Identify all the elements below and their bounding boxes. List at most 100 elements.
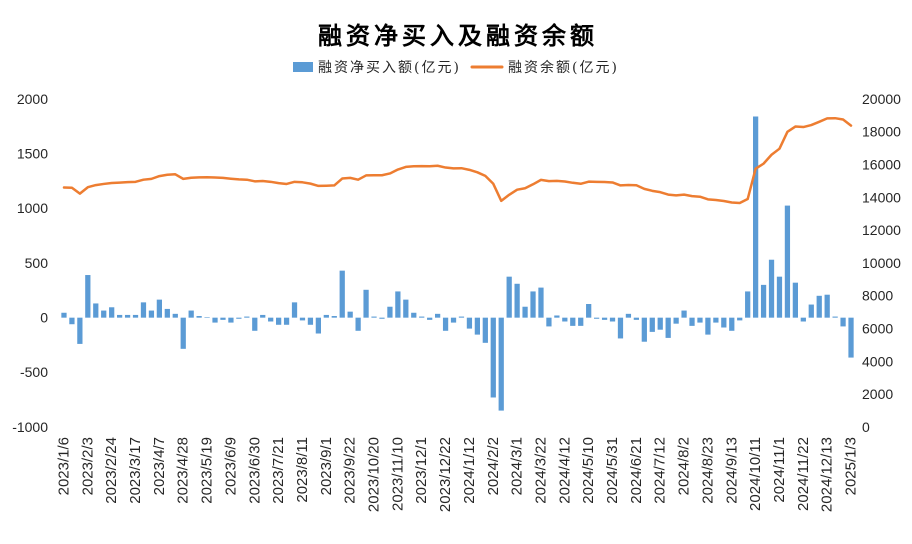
net-buy-bar <box>689 317 695 326</box>
net-buy-bar <box>466 317 473 329</box>
right-axis-tick-label: 10000 <box>862 255 901 271</box>
net-buy-bar <box>538 287 544 318</box>
x-axis-tick-label: 2024/9/13 <box>723 437 740 504</box>
net-buy-bar <box>363 289 369 318</box>
right-axis-tick-label: 4000 <box>862 353 893 369</box>
net-buy-bar <box>554 315 560 318</box>
x-axis-tick-label: 2023/12/22 <box>437 437 454 512</box>
net-buy-bar <box>124 314 131 318</box>
net-buy-bar <box>315 317 321 334</box>
right-axis-tick-label: 12000 <box>862 222 901 238</box>
net-buy-bar <box>339 270 345 318</box>
net-buy-bar <box>840 317 846 327</box>
x-axis-tick-label: 2024/8/23 <box>699 437 716 504</box>
net-buy-bar <box>586 304 592 318</box>
net-buy-bar <box>522 306 528 318</box>
right-axis-tick-label: 0 <box>862 419 870 435</box>
right-axis-tick-label: 6000 <box>862 321 893 337</box>
net-buy-bars <box>61 116 854 411</box>
net-buy-bar <box>721 317 727 328</box>
x-axis-tick-label: 2023/9/1 <box>318 437 335 495</box>
net-buy-bar <box>85 275 91 318</box>
net-buy-bar <box>753 116 759 318</box>
net-buy-bar <box>673 317 679 324</box>
net-buy-bar <box>800 317 806 322</box>
net-buy-bar <box>649 317 655 332</box>
legend-swatch-net-buy <box>293 62 313 72</box>
x-axis-tick-label: 2023/1/6 <box>55 437 72 495</box>
x-axis-tick-label: 2024/5/31 <box>604 437 621 504</box>
net-buy-bar <box>347 311 353 318</box>
net-buy-bar <box>61 312 67 318</box>
legend-label-net-buy: 融资净买入额(亿元) <box>318 60 461 76</box>
net-buy-bar <box>458 316 465 318</box>
x-axis-tick-label: 2023/6/9 <box>222 437 239 495</box>
x-axis-tick-label: 2024/8/2 <box>676 437 693 495</box>
right-axis-tick-label: 14000 <box>862 189 901 205</box>
right-axis-tick-label: 16000 <box>862 157 901 173</box>
net-buy-bar <box>283 317 290 325</box>
net-buy-bar <box>276 317 282 325</box>
net-buy-bar <box>824 294 830 318</box>
net-buy-bar <box>633 317 639 320</box>
net-buy-bar <box>93 303 99 318</box>
x-axis-tick-label: 2025/1/3 <box>843 437 860 495</box>
net-buy-bar <box>117 314 123 318</box>
left-axis-tick-label: -500 <box>20 364 48 380</box>
net-buy-bar <box>594 317 600 319</box>
net-buy-bar <box>379 317 385 319</box>
right-axis-tick-label: 2000 <box>862 386 893 402</box>
net-buy-bar <box>236 317 242 319</box>
net-buy-bar <box>403 299 409 318</box>
net-buy-bar <box>792 282 798 318</box>
net-buy-bar <box>737 317 743 321</box>
net-buy-bar <box>387 306 393 318</box>
x-axis-tick-label: 2023/8/11 <box>294 437 311 503</box>
x-axis-tick-label: 2024/5/10 <box>580 437 597 504</box>
net-buy-bar <box>140 302 147 318</box>
x-axis-tick-label: 2023/12/1 <box>413 437 430 504</box>
net-buy-bar <box>474 317 480 335</box>
right-axis-tick-label: 20000 <box>862 91 901 107</box>
net-buy-bar <box>212 317 218 323</box>
x-axis-tick-label: 2023/10/20 <box>366 437 383 512</box>
net-buy-bar <box>323 314 329 318</box>
net-buy-bar <box>498 317 504 411</box>
net-buy-bar <box>228 317 234 323</box>
net-buy-bar <box>132 314 139 318</box>
net-buy-bar <box>617 317 624 339</box>
right-axis-tick-label: 8000 <box>862 288 893 304</box>
net-buy-bar <box>371 316 377 318</box>
right-axis-tick-label: 18000 <box>862 124 901 140</box>
x-axis-tick-label: 2023/2/24 <box>103 437 120 504</box>
left-axis-tick-label: 500 <box>25 255 49 271</box>
net-buy-bar <box>760 284 767 318</box>
net-buy-bar <box>641 317 647 342</box>
net-buy-bar <box>665 317 671 338</box>
net-buy-bar <box>220 317 226 320</box>
x-axis-tick-label: 2023/11/10 <box>389 437 406 511</box>
x-axis-tick-label: 2024/7/12 <box>652 437 669 504</box>
net-buy-bar <box>562 317 568 322</box>
balance-line <box>62 116 853 205</box>
net-buy-bar <box>776 276 783 318</box>
net-buy-bar <box>268 317 274 322</box>
net-buy-bar <box>601 317 608 320</box>
legend: 融资净买入额(亿元) 融资余额(亿元) <box>293 59 617 76</box>
left-axis-tick-label: 1500 <box>17 146 48 162</box>
left-axis-tick-label: -1000 <box>12 419 48 435</box>
net-buy-bar <box>172 313 178 318</box>
x-axis-tick-label: 2023/4/7 <box>151 437 168 495</box>
x-axis: 2023/1/6 2023/2/3 2023/2/24 2023/3/17 2023/4… <box>55 437 859 512</box>
net-buy-bar <box>69 317 75 325</box>
net-buy-bar <box>196 316 202 318</box>
net-buy-bar <box>450 317 457 323</box>
net-buy-bar <box>506 276 512 318</box>
net-buy-bar <box>148 310 155 318</box>
net-buy-bar <box>156 299 162 318</box>
net-buy-bar <box>77 317 83 344</box>
net-buy-bar <box>848 317 854 358</box>
net-buy-bar <box>745 291 751 318</box>
x-axis-tick-label: 2023/2/3 <box>79 437 96 495</box>
net-buy-bar <box>784 205 791 318</box>
